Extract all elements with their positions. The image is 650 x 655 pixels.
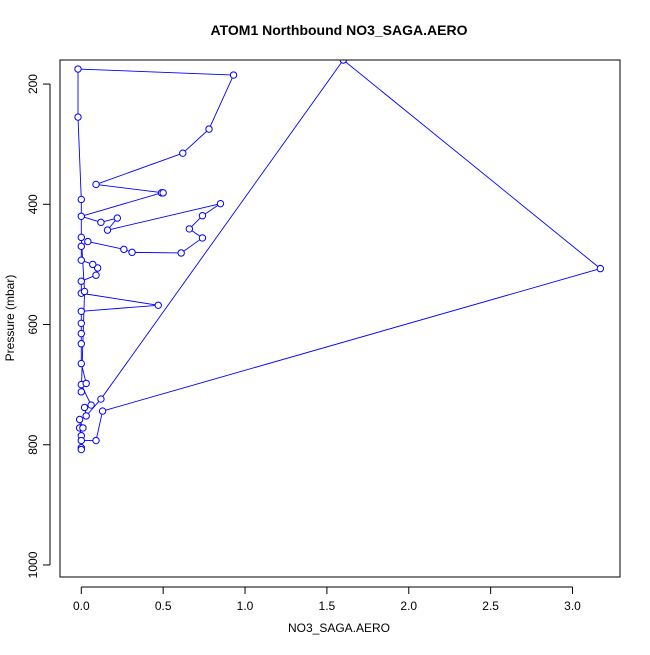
profile-segment [208,74,234,130]
data-point [77,319,85,328]
data-point [92,180,100,189]
data-point [77,388,85,396]
data-point [82,379,90,388]
x-tick-label: 2.5 [482,599,499,613]
data-point [74,113,82,121]
profile-segment [95,152,183,185]
data-point [80,287,89,296]
data-point [77,256,85,264]
data-point [77,359,85,368]
data-point [77,195,85,204]
profile-segment [87,241,124,250]
data-point [77,329,85,338]
y-axis: 200 400 600 800 1000 [26,74,51,578]
data-point [177,249,185,257]
profile-segment [180,237,203,254]
data-point [77,212,85,221]
plot-frame [59,59,621,578]
data-points [74,60,605,454]
data-point [80,403,89,412]
data-point [198,212,207,220]
data-point [77,277,85,285]
profile-segment [81,192,162,217]
y-tick-label: 600 [26,314,40,334]
profile-segment [102,268,601,412]
y-tick-label: 400 [26,194,40,214]
profile-segment [95,410,104,441]
data-point [97,395,105,403]
data-point [97,218,105,227]
y-tick-label: 200 [26,74,40,94]
data-point [79,424,87,432]
data-point [93,264,102,272]
y-axis-label: Pressure (mbar) [3,275,17,362]
profile-segment [182,128,210,154]
x-axis: 0.0 0.5 1.0 1.5 2.0 2.5 3.0 [73,586,581,613]
x-tick-label: 2.0 [400,599,417,613]
profile-segment [107,203,221,231]
data-point [92,271,100,279]
data-point [596,264,605,273]
data-point [103,226,112,234]
profile-segment [132,251,182,254]
data-point [77,340,85,348]
data-point [113,214,122,222]
data-point [216,199,225,208]
data-point [82,412,90,420]
x-tick-label: 1.5 [319,599,336,613]
data-point [77,307,85,315]
data-point [84,237,92,246]
data-point [75,415,84,424]
profile-lines [77,60,601,450]
data-point [92,436,100,445]
data-point [154,301,162,309]
chart-title: ATOM1 Northbound NO3_SAGA.AERO [211,22,468,38]
data-point [198,234,207,242]
data-point [128,248,136,257]
data-point [179,149,187,157]
data-point [77,445,85,454]
x-axis-label: NO3_SAGA.AERO [288,621,390,635]
x-tick-label: 1.0 [237,599,254,613]
data-point [159,189,167,197]
data-point [87,401,95,409]
data-point [205,125,213,133]
data-point [98,407,107,415]
data-point [229,71,238,79]
profile-segment [95,183,164,194]
data-point [120,245,128,254]
profile-segment [81,304,159,312]
profile-segment [342,60,601,269]
x-tick-label: 0.5 [155,599,172,613]
data-point [339,60,347,64]
profile-segment [81,292,159,306]
profile-segment [77,68,234,76]
data-point [77,436,85,445]
data-point [89,260,97,269]
y-tick-label: 1000 [26,551,40,578]
data-point [77,242,85,251]
profile-segment [77,117,82,200]
x-tick-label: 3.0 [564,599,581,613]
profile-segment [100,60,344,400]
y-tick-label: 800 [26,434,40,454]
profile-segment [80,384,92,406]
data-point [185,225,194,233]
data-point [74,65,82,73]
data-point [77,233,85,242]
x-tick-label: 0.0 [73,599,90,613]
